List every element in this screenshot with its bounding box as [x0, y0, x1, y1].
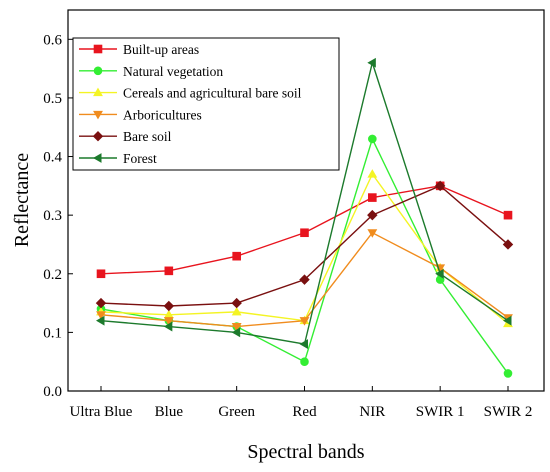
legend-item: Bare soil [79, 129, 172, 144]
legend-item: Forest [79, 151, 157, 166]
y-tick-label: 0.2 [43, 267, 62, 283]
data-point [96, 315, 105, 326]
data-point [502, 239, 514, 250]
data-point [367, 169, 378, 178]
legend-label: Forest [123, 151, 157, 166]
legend-item: Arboricultures [79, 107, 202, 122]
x-tick-label: SWIR 2 [484, 404, 533, 420]
series-line [100, 172, 509, 325]
series-2 [96, 169, 513, 328]
x-tick-label: Ultra Blue [70, 404, 133, 420]
data-point [231, 323, 242, 332]
legend-label: Natural vegetation [123, 64, 223, 79]
series-layer [95, 57, 514, 378]
data-point [164, 266, 174, 276]
data-point [163, 321, 173, 332]
legend-marker [93, 44, 103, 54]
data-point [299, 339, 309, 350]
y-tick-label: 0.5 [43, 91, 62, 107]
legend-marker [92, 130, 104, 142]
x-tick-label: Green [218, 404, 255, 420]
y-tick-label: 0.3 [43, 208, 62, 224]
y-tick-label: 0.1 [43, 325, 62, 341]
data-point [95, 297, 107, 309]
series-4 [95, 180, 514, 312]
series-5 [96, 57, 512, 350]
plot-frame [67, 9, 545, 392]
series-0 [96, 181, 513, 279]
data-point [96, 311, 106, 320]
data-point [368, 134, 377, 144]
data-point [231, 297, 242, 309]
legend-label: Built-up areas [123, 42, 199, 57]
data-point [299, 274, 310, 285]
y-tick-label: 0.0 [43, 384, 62, 400]
data-point [163, 300, 175, 312]
legend-item: Cereals and agricultural bare soil [79, 86, 302, 101]
data-point [435, 268, 444, 279]
data-point [434, 180, 446, 192]
series-1 [96, 134, 513, 378]
x-tick-label: Blue [155, 404, 184, 420]
x-tick-label: SWIR 1 [416, 404, 465, 420]
y-axis-title: Reflectance [11, 153, 33, 247]
legend-marker [93, 153, 102, 163]
data-point [163, 317, 174, 326]
data-point [300, 357, 309, 366]
data-point [503, 315, 512, 326]
legend-label: Arboricultures [123, 107, 202, 122]
data-point [368, 193, 377, 202]
data-point [231, 327, 241, 338]
data-point [367, 229, 378, 238]
data-point [503, 210, 513, 220]
data-point [367, 209, 378, 221]
y-tick-label: 0.4 [43, 150, 62, 166]
legend-label: Bare soil [123, 129, 172, 144]
data-point [299, 317, 310, 326]
data-point [231, 306, 242, 316]
data-point [232, 251, 241, 261]
legend-frame [72, 37, 340, 171]
x-tick-label: NIR [359, 404, 385, 420]
x-axis-title: Spectral bands [247, 441, 364, 463]
legend-marker [93, 110, 103, 120]
legend-item: Natural vegetation [79, 64, 223, 79]
legend-marker [93, 66, 103, 76]
legend-item: Built-up areas [79, 42, 199, 57]
legend-label: Cereals and agricultural bare soil [123, 86, 302, 101]
legend-marker [93, 87, 103, 97]
axis-ticks: 0.0 0.1 0.2 0.3 0.4 0.5 0.6 Ultra Blue Blue Green… [43, 32, 532, 420]
data-point [96, 269, 106, 279]
data-point [300, 228, 309, 238]
data-point [503, 369, 513, 378]
x-tick-label: Red [292, 404, 317, 420]
data-point [367, 57, 376, 68]
series-line [100, 137, 509, 374]
y-tick-label: 0.6 [43, 32, 62, 48]
legend: Built-up areas Natural vegetation Cereals … [72, 37, 340, 171]
